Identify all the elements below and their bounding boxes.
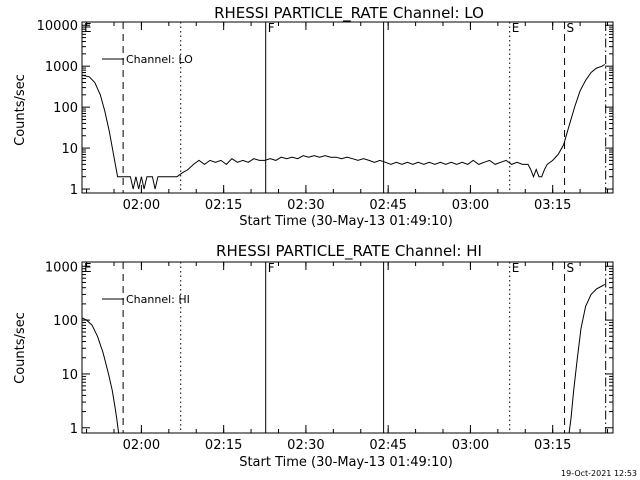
hi-y-tick-label: 1 xyxy=(70,422,78,437)
hi-y-tick-label: 100 xyxy=(53,314,78,329)
lo-chart-title: RHESSI PARTICLE_RATE Channel: LO xyxy=(214,4,484,23)
lo-y-axis-label: Counts/sec xyxy=(13,74,28,146)
lo-x-tick-label: 03:15 xyxy=(534,198,571,213)
hi-chart-title: RHESSI PARTICLE_RATE Channel: HI xyxy=(216,242,482,261)
lo-event-marker-label: E xyxy=(84,21,92,35)
lo-x-tick-label: 02:15 xyxy=(205,198,242,213)
lo-event-marker-label: S xyxy=(567,21,575,35)
hi-x-tick-label: 02:15 xyxy=(205,438,242,453)
hi-y-axis-label: Counts/sec xyxy=(13,312,28,384)
hi-legend-label: Channel: HI xyxy=(126,293,190,306)
hi-x-tick-label: 02:00 xyxy=(123,438,160,453)
lo-y-tick-label: 1 xyxy=(70,183,78,198)
generation-timestamp: 19-Oct-2021 12:53 xyxy=(561,469,637,478)
hi-event-marker-label: E xyxy=(512,261,520,275)
hi-x-tick-label: 03:00 xyxy=(452,438,489,453)
lo-x-tick-label: 02:00 xyxy=(123,198,160,213)
hi-event-marker-label: E xyxy=(84,261,92,275)
hi-event-marker-label: S xyxy=(567,261,575,275)
hi-channel-panel: RHESSI PARTICLE_RATE Channel: HI Counts/… xyxy=(13,242,614,470)
lo-plot-frame xyxy=(81,21,614,194)
lo-x-tick-label: 03:00 xyxy=(452,198,489,213)
hi-x-axis-label: Start Time (30-May-13 01:49:10) xyxy=(239,455,453,470)
lo-y-tick-label: 1000 xyxy=(45,60,78,75)
lo-y-tick-label: 10 xyxy=(61,142,78,157)
hi-event-marker-label: F xyxy=(268,261,275,275)
hi-x-tick-label: 03:15 xyxy=(534,438,571,453)
hi-y-tick-label: 10 xyxy=(61,368,78,383)
lo-event-marker-label: E xyxy=(512,21,520,35)
lo-channel-panel: RHESSI PARTICLE_RATE Channel: LO Counts/… xyxy=(13,4,614,229)
lo-legend-label: Channel: LO xyxy=(126,53,193,66)
hi-plot-frame xyxy=(81,261,614,434)
lo-x-axis-label: Start Time (30-May-13 01:49:10) xyxy=(239,214,453,229)
hi-x-tick-label: 02:45 xyxy=(369,438,406,453)
lo-rate-series-line xyxy=(81,64,606,190)
lo-y-tick-label: 100 xyxy=(53,101,78,116)
hi-rate-series-line xyxy=(81,317,120,434)
lo-event-marker-label: F xyxy=(268,21,275,35)
hi-rate-series-line xyxy=(568,283,606,434)
lo-x-tick-label: 02:30 xyxy=(287,198,324,213)
hi-x-tick-label: 02:30 xyxy=(287,438,324,453)
hi-y-tick-label: 1000 xyxy=(45,260,78,275)
lo-y-tick-label: 10000 xyxy=(37,19,78,34)
lo-x-tick-label: 02:45 xyxy=(369,198,406,213)
